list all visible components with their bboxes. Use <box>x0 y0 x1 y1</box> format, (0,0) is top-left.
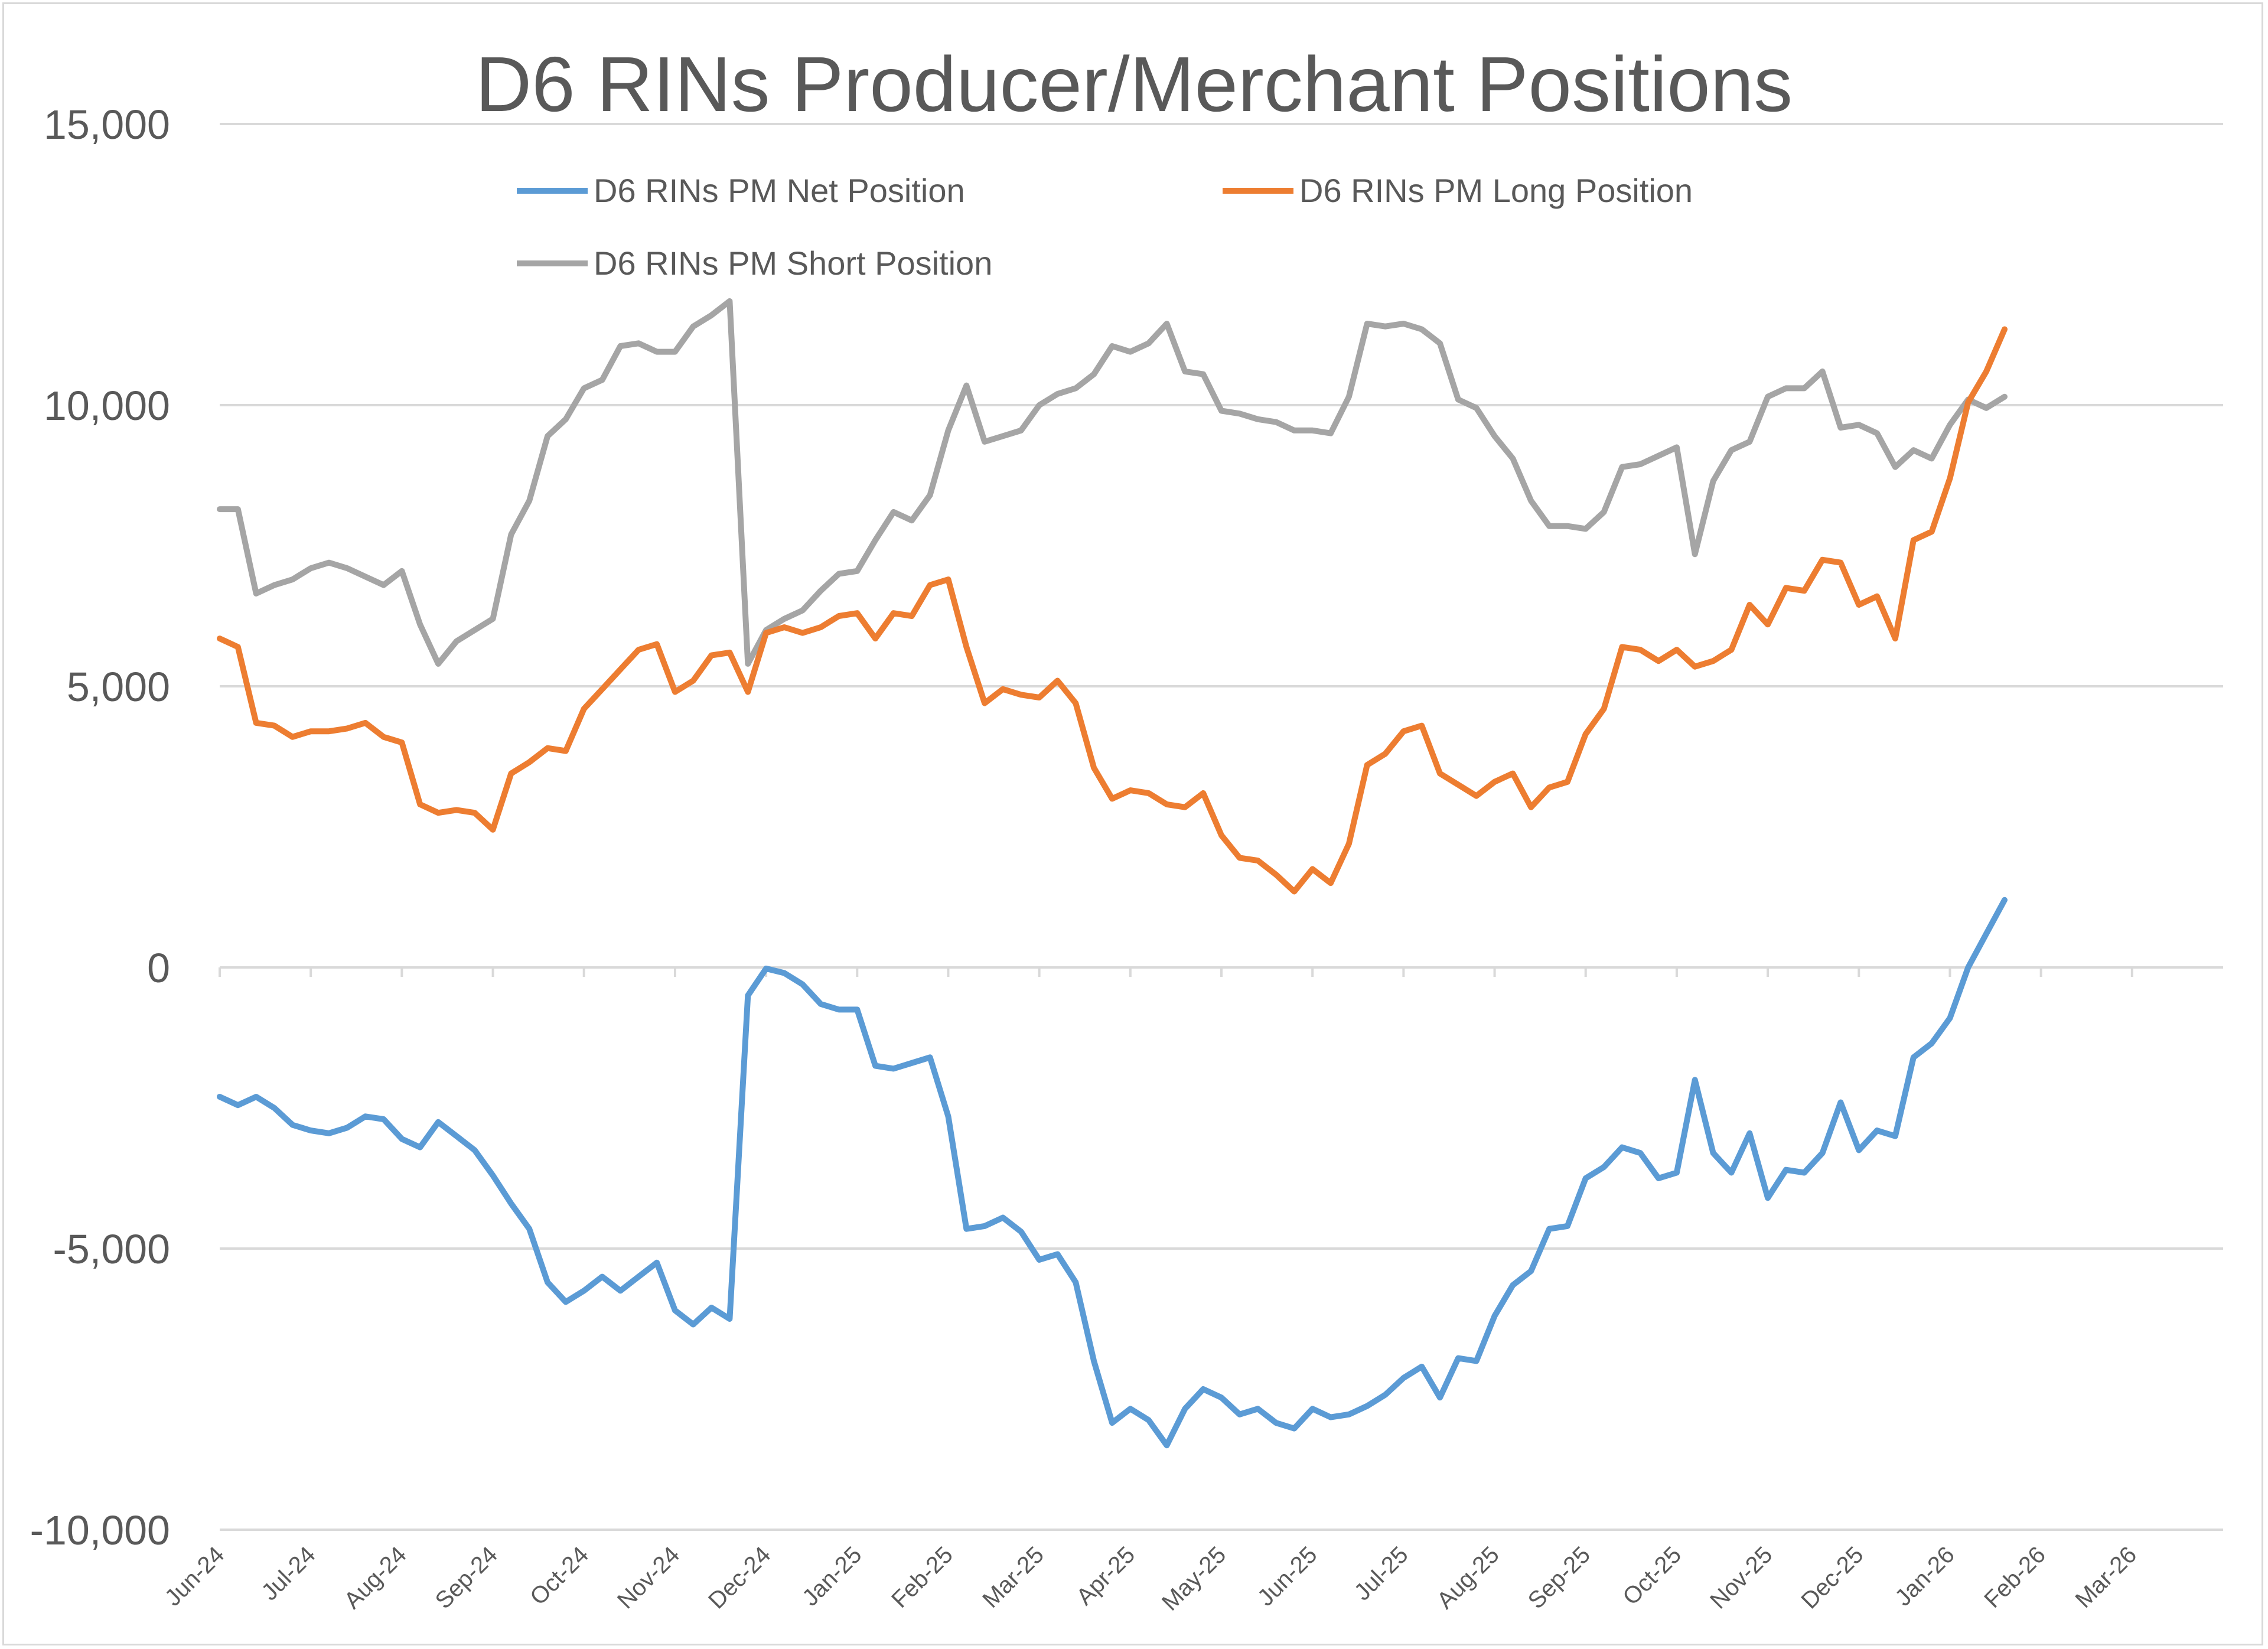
x-tick-label: Mar-26 <box>2070 1542 2142 1613</box>
x-tick-label: Sep-25 <box>1523 1542 1595 1614</box>
x-tick-label: May-25 <box>1157 1542 1231 1615</box>
x-tick-label: Mar-25 <box>977 1542 1049 1613</box>
series-line-long <box>217 326 2008 895</box>
y-tick-label: 10,000 <box>44 383 170 429</box>
legend-label-net: D6 RINs PM Net Position <box>594 172 965 209</box>
x-axis-ticks: Jun-24 Jul-24 Aug-24 Sep-24 Oct-24 Nov-24 Dec-… <box>160 967 2142 1616</box>
x-tick-label: Jul-25 <box>1350 1542 1413 1605</box>
x-tick-label: Oct-25 <box>1618 1542 1686 1610</box>
x-tick-label: Jun-25 <box>1253 1542 1322 1611</box>
y-tick-label: -5,000 <box>53 1226 170 1272</box>
x-tick-label: Nov-24 <box>612 1542 685 1614</box>
chart-title: D6 RINs Producer/Merchant Positions <box>475 41 1793 128</box>
y-tick-label: 15,000 <box>44 102 170 148</box>
x-tick-label: Sep-24 <box>431 1542 503 1614</box>
x-tick-label: Jan-26 <box>1890 1542 1960 1611</box>
x-tick-label: Aug-24 <box>339 1542 411 1614</box>
x-tick-label: Dec-24 <box>703 1542 775 1614</box>
x-tick-label: Dec-25 <box>1796 1542 1868 1614</box>
x-tick-label: Apr-25 <box>1071 1542 1140 1610</box>
x-tick-label: Aug-25 <box>1432 1542 1504 1614</box>
x-tick-label: Nov-25 <box>1705 1542 1777 1614</box>
series-line-net <box>217 897 2008 1449</box>
legend-label-long: D6 RINs PM Long Position <box>1299 172 1693 209</box>
y-tick-label: -10,000 <box>30 1507 170 1553</box>
x-tick-label: Jun-24 <box>160 1542 230 1611</box>
legend: D6 RINs PM Net Position D6 RINs PM Long … <box>517 172 1693 282</box>
y-tick-label: 5,000 <box>67 664 170 710</box>
x-tick-label: Jul-24 <box>256 1542 320 1605</box>
y-tick-label: 0 <box>147 945 170 991</box>
x-tick-label: Oct-24 <box>525 1542 594 1610</box>
x-tick-label: Jan-25 <box>797 1542 867 1611</box>
legend-label-short: D6 RINs PM Short Position <box>594 245 992 282</box>
series-line-short <box>217 298 2008 667</box>
series-lines <box>217 298 2008 1449</box>
gridlines <box>220 123 2223 1531</box>
x-tick-label: Feb-26 <box>1979 1542 2051 1613</box>
x-tick-label: Feb-25 <box>887 1542 958 1613</box>
y-axis-ticks: 15,000 10,000 5,000 0 -5,000 -10,000 <box>30 102 170 1553</box>
